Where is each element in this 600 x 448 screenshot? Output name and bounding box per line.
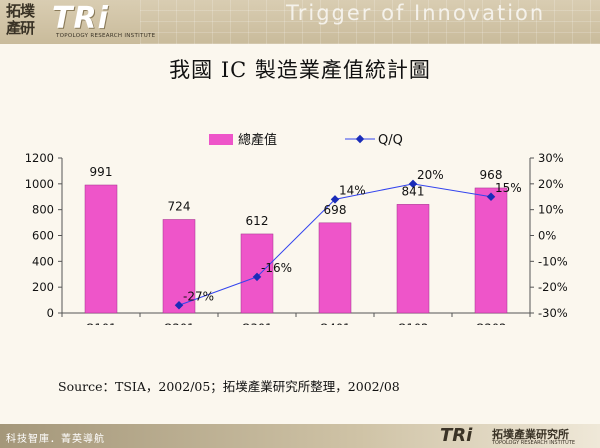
line-point: [330, 195, 340, 204]
line-value-label: 15%: [495, 181, 522, 195]
y-right-tick-label: 30%: [538, 151, 564, 165]
footer-logo-tri: TRi: [440, 425, 473, 446]
bar-value-label: 724: [168, 199, 191, 213]
header-banner: 拓墣產研 TRi TOPOLOGY RESEARCH INSTITUTE Tri…: [0, 0, 600, 44]
bar-value-label: 991: [90, 165, 113, 179]
line-point: [408, 179, 418, 189]
x-tick-label: Q101: [85, 321, 116, 325]
line-point: [174, 301, 184, 310]
y-left-tick-label: 200: [32, 280, 54, 294]
x-tick-label: Q401: [319, 321, 350, 325]
tagline: Trigger of Innovation: [286, 1, 546, 25]
bar: [396, 204, 430, 314]
chart-labels: 991 724 612 698 841 968 -27% -16% 14% 20% 15%: [90, 165, 522, 303]
bar-value-label: 698: [324, 203, 347, 217]
chart-bars: [84, 184, 508, 314]
legend-label-line: Q/Q: [378, 133, 403, 148]
y-right-tick-label: -20%: [538, 280, 568, 294]
chart-legend: 總產值 Q/Q: [209, 132, 403, 148]
page-title: 我國 IC 製造業產值統計圖: [169, 58, 431, 82]
chart-axes: 0 200 400 600 800 1000 1200 -30% -20% -10% 0% 10% 20…: [25, 151, 568, 325]
y-right-tick-label: -30%: [538, 306, 568, 320]
x-tick-label: Q102: [397, 321, 428, 325]
legend-swatch-marker: [355, 134, 365, 144]
y-right-tick-label: 10%: [538, 203, 564, 217]
footer-slogan: 科技智庫．菁英導航: [6, 434, 105, 445]
y-right-tick-label: 0%: [538, 229, 556, 243]
line-value-label: -27%: [183, 289, 214, 303]
footer-logo-subtitle: TOPOLOGY RESEARCH INSTITUTE: [492, 440, 576, 446]
line-point: [252, 272, 262, 282]
line-value-label: 20%: [417, 168, 444, 182]
footer-banner: 科技智庫．菁英導航 TRi 拓墣產業研究所 TOPOLOGY RESEARCH …: [0, 424, 600, 448]
footer-logo-chinese: 拓墣產業研究所: [492, 428, 569, 441]
x-tick-label: Q201: [163, 321, 194, 325]
logo-subtitle: TOPOLOGY RESEARCH INSTITUTE: [56, 33, 156, 39]
source-note: Source：TSIA，2002/05；拓墣產業研究所整理，2002/08: [58, 379, 400, 394]
chart: 總產值 Q/Q 0 200 400 600 800 1000 1200 -30% -20% -10%…: [25, 132, 568, 325]
bar: [84, 184, 118, 314]
y-left-tick-label: 1000: [25, 177, 54, 191]
bar-value-label: 612: [246, 214, 269, 228]
bar-value-label: 968: [480, 168, 503, 182]
y-left-tick-label: 400: [32, 254, 54, 268]
bar: [318, 222, 352, 314]
line-value-label: -16%: [261, 261, 292, 275]
line-value-label: 14%: [339, 183, 366, 197]
x-tick-label: Q202: [475, 321, 506, 325]
x-tick-label: Q301: [241, 321, 272, 325]
y-right-tick-label: -10%: [538, 254, 568, 268]
y-left-tick-label: 800: [32, 203, 54, 217]
y-left-tick-label: 600: [32, 229, 54, 243]
y-left-tick-label: 0: [47, 306, 54, 320]
y-right-tick-label: 20%: [538, 177, 564, 191]
header-grid-decoration: [140, 0, 600, 44]
legend-label-bar: 總產值: [238, 132, 277, 148]
bar: [240, 233, 274, 314]
chart-line: [174, 179, 496, 310]
bar: [474, 187, 508, 314]
y-left-tick-label: 1200: [25, 151, 54, 165]
line-point: [486, 192, 496, 201]
bar: [162, 219, 196, 314]
logo-tri: TRi: [52, 1, 109, 36]
bar-value-label: 841: [402, 184, 425, 198]
legend-swatch-bar: [209, 134, 233, 145]
logo-chinese: 拓墣產研: [6, 2, 35, 37]
